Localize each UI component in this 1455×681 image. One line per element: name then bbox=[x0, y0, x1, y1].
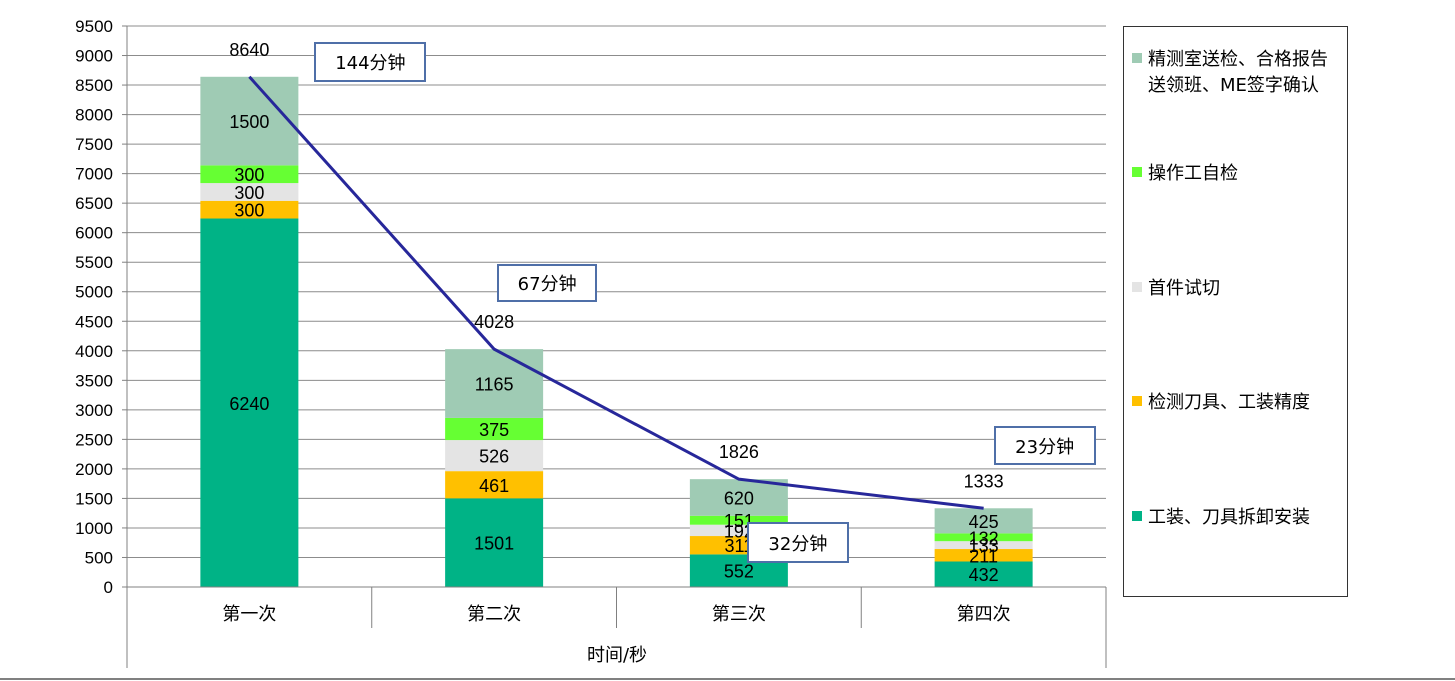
total-label: 4028 bbox=[474, 312, 514, 332]
bar-segment bbox=[200, 218, 299, 587]
legend-label: 操作工自检 bbox=[1148, 163, 1238, 184]
legend-swatch bbox=[1132, 167, 1142, 177]
y-tick-label: 4500 bbox=[75, 312, 113, 331]
data-label: 132 bbox=[969, 528, 999, 548]
total-label: 1333 bbox=[964, 471, 1004, 491]
bar-segment bbox=[934, 549, 1033, 562]
duration-callout: 32分钟 bbox=[746, 522, 849, 564]
bar-segment bbox=[200, 200, 299, 219]
data-label: 375 bbox=[479, 420, 509, 440]
y-tick-label: 8500 bbox=[75, 76, 113, 95]
legend-item: 首件试切 bbox=[1132, 276, 1344, 302]
data-label: 1165 bbox=[475, 375, 514, 395]
data-label: 311 bbox=[725, 536, 754, 556]
duration-callout: 23分钟 bbox=[993, 426, 1096, 466]
category-label: 第四次 bbox=[957, 604, 1011, 625]
total-labels: 8640 4028 1826 1333 bbox=[229, 40, 1003, 491]
data-label: 300 bbox=[234, 183, 264, 203]
category-labels: 第一次 第二次 第三次 第四次 bbox=[222, 604, 1010, 625]
data-label: 133 bbox=[969, 536, 999, 556]
y-tick-label: 3000 bbox=[75, 401, 113, 420]
category-label: 第三次 bbox=[712, 604, 766, 625]
legend-label: 精测室送检、合格报告送领班、ME签字确认 bbox=[1148, 49, 1328, 96]
y-tick-label: 500 bbox=[85, 548, 113, 567]
data-label: 300 bbox=[234, 165, 264, 185]
bar-segment bbox=[689, 524, 788, 537]
data-label: 1501 bbox=[474, 534, 514, 554]
bar-segment bbox=[689, 479, 788, 516]
y-tick-label: 5000 bbox=[75, 283, 113, 302]
y-tick-label: 5500 bbox=[75, 253, 113, 272]
bar-segment bbox=[934, 508, 1033, 534]
legend: 精测室送检、合格报告送领班、ME签字确认操作工自检首件试切检测刀具、工装精度 工装… bbox=[1123, 26, 1348, 597]
y-tick-label: 4000 bbox=[75, 342, 113, 361]
total-label: 8640 bbox=[229, 40, 269, 60]
data-label: 620 bbox=[724, 488, 754, 508]
data-label: 6240 bbox=[229, 394, 269, 414]
total-series-line bbox=[248, 75, 984, 510]
bar-segment bbox=[934, 561, 1033, 587]
bar-segment bbox=[200, 76, 299, 166]
bar-segment bbox=[445, 417, 544, 441]
legend-item: 工装、刀具拆卸安装 bbox=[1132, 505, 1344, 531]
legend-swatch bbox=[1132, 53, 1142, 63]
data-label: 1500 bbox=[229, 112, 269, 132]
duration-callout: 144分钟 bbox=[314, 41, 427, 82]
data-label: 461 bbox=[479, 476, 509, 496]
legend-label: 检测刀具、工装精度 bbox=[1148, 392, 1310, 413]
bar-segment bbox=[445, 440, 544, 472]
category-label: 第一次 bbox=[222, 604, 276, 625]
bar-segment bbox=[934, 533, 1033, 542]
data-label: 151 bbox=[724, 511, 754, 531]
y-tick-label: 2000 bbox=[75, 460, 113, 479]
legend-swatch bbox=[1132, 282, 1142, 292]
y-tick-label: 1500 bbox=[75, 489, 113, 508]
bar-segment bbox=[445, 498, 544, 587]
y-tick-label: 6000 bbox=[75, 224, 113, 243]
data-label: 192 bbox=[724, 521, 754, 541]
bar-segment bbox=[445, 349, 544, 418]
y-axis-ticks: 0 500 1000 1500 2000 2500 3000 3500 4000 4500 5000… bbox=[75, 17, 127, 597]
y-tick-label: 9500 bbox=[75, 17, 113, 36]
y-tick-label: 3500 bbox=[75, 371, 113, 390]
legend-item: 检测刀具、工装精度 bbox=[1132, 390, 1344, 416]
category-label: 第二次 bbox=[467, 604, 521, 625]
total-label: 1826 bbox=[719, 442, 759, 462]
bar-segment bbox=[934, 541, 1033, 550]
bars bbox=[200, 76, 1033, 587]
bar-segment bbox=[200, 165, 299, 184]
data-label: 300 bbox=[234, 201, 264, 221]
legend-swatch bbox=[1132, 396, 1142, 406]
y-tick-label: 1000 bbox=[75, 519, 113, 538]
y-tick-label: 9000 bbox=[75, 47, 113, 66]
y-tick-label: 6500 bbox=[75, 194, 113, 213]
bar-segment bbox=[689, 515, 788, 525]
y-tick-label: 7500 bbox=[75, 135, 113, 154]
y-tick-label: 8000 bbox=[75, 106, 113, 125]
data-label: 432 bbox=[969, 565, 999, 585]
axes bbox=[0, 26, 1455, 680]
legend-label: 工装、刀具拆卸安装 bbox=[1148, 507, 1310, 528]
bar-segment bbox=[200, 183, 299, 201]
x-axis-title: 时间/秒 bbox=[587, 645, 647, 666]
bar-segment bbox=[445, 471, 544, 499]
duration-callout: 67分钟 bbox=[497, 264, 598, 303]
y-tick-label: 7000 bbox=[75, 165, 113, 184]
data-label: 526 bbox=[479, 447, 509, 467]
legend-label: 首件试切 bbox=[1148, 278, 1220, 299]
segment-labels: 6240300300300150015014615263751165552311… bbox=[229, 112, 998, 585]
legend-swatch bbox=[1132, 511, 1142, 521]
legend-item: 操作工自检 bbox=[1132, 161, 1344, 187]
data-label: 552 bbox=[724, 562, 754, 582]
legend-item: 精测室送检、合格报告送领班、ME签字确认 bbox=[1132, 47, 1344, 99]
y-tick-label: 0 bbox=[104, 578, 113, 597]
total-line bbox=[248, 75, 984, 510]
data-label: 425 bbox=[969, 512, 999, 532]
data-label: 211 bbox=[969, 546, 998, 566]
y-tick-label: 2500 bbox=[75, 430, 113, 449]
